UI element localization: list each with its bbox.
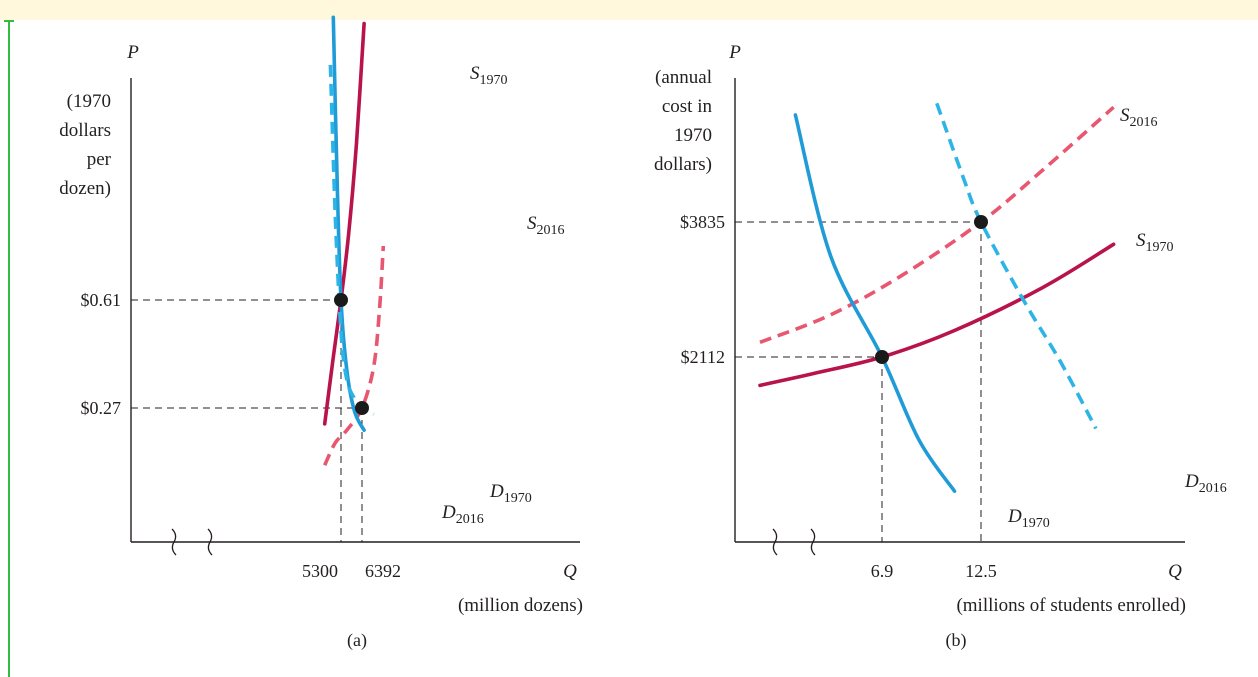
curve-label-d1970: D1970 xyxy=(489,481,532,506)
curve-label-s1970: S1970 xyxy=(1136,230,1174,255)
axis-break-mark xyxy=(171,528,177,556)
y-axis-label-line: dollars) xyxy=(654,154,712,175)
equilibrium-point xyxy=(974,215,988,229)
x-axis-symbol: Q xyxy=(563,561,577,582)
y-axis-label-line: (1970 xyxy=(67,91,111,112)
y-axis-label-line: cost in xyxy=(662,96,713,117)
y-tick-label: $3835 xyxy=(680,212,725,232)
left-margin-rule xyxy=(8,20,10,677)
curve-label-s2016: S2016 xyxy=(527,213,565,238)
x-tick-label: 5300 xyxy=(302,561,338,581)
equilibrium-point xyxy=(355,401,369,415)
curve-label-d2016: D2016 xyxy=(1184,471,1227,496)
panel-label: (a) xyxy=(347,630,367,651)
curve-s1970 xyxy=(322,21,366,426)
curve-label-s2016: S2016 xyxy=(1120,105,1158,130)
panel-label: (b) xyxy=(946,630,967,651)
x-axis-label: (million dozens) xyxy=(458,595,583,616)
x-tick-label: 12.5 xyxy=(965,561,997,581)
curve-d1970 xyxy=(793,113,957,493)
y-axis-label-line: per xyxy=(87,149,112,170)
equilibrium-point xyxy=(875,350,889,364)
y-tick-label: $0.27 xyxy=(81,398,122,418)
panel-b: S2016 S1970 D1970 D2016 $3835 $2112 6.9 12.5 P Q (… xyxy=(654,42,1227,651)
equilibrium-point xyxy=(334,293,348,307)
x-axis-label: (millions of students enrolled) xyxy=(956,595,1186,616)
curve-s1970 xyxy=(758,242,1116,388)
left-margin-rule-cap xyxy=(4,20,14,22)
y-axis-symbol: P xyxy=(126,42,139,63)
axis-break-mark xyxy=(810,528,816,556)
y-axis-symbol: P xyxy=(728,42,741,63)
axis-break-mark xyxy=(207,528,213,556)
y-axis-label-line: dollars xyxy=(59,120,111,141)
curve-d2016 xyxy=(935,102,1098,430)
curve-label-d2016: D2016 xyxy=(441,502,484,527)
axis-break-mark xyxy=(772,528,778,556)
y-tick-label: $2112 xyxy=(681,347,725,367)
y-axis-label-line: dozen) xyxy=(59,178,111,199)
y-axis-label-line: 1970 xyxy=(674,125,712,146)
x-tick-label: 6.9 xyxy=(871,561,894,581)
x-tick-label: 6392 xyxy=(365,561,401,581)
curve-label-s1970: S1970 xyxy=(470,63,508,88)
y-tick-label: $0.61 xyxy=(81,290,122,310)
curve-label-d1970: D1970 xyxy=(1007,506,1050,531)
y-axis-label-line: (annual xyxy=(655,67,712,88)
top-band xyxy=(0,0,1258,20)
x-axis-symbol: Q xyxy=(1168,561,1182,582)
curve-s2016 xyxy=(759,105,1115,344)
